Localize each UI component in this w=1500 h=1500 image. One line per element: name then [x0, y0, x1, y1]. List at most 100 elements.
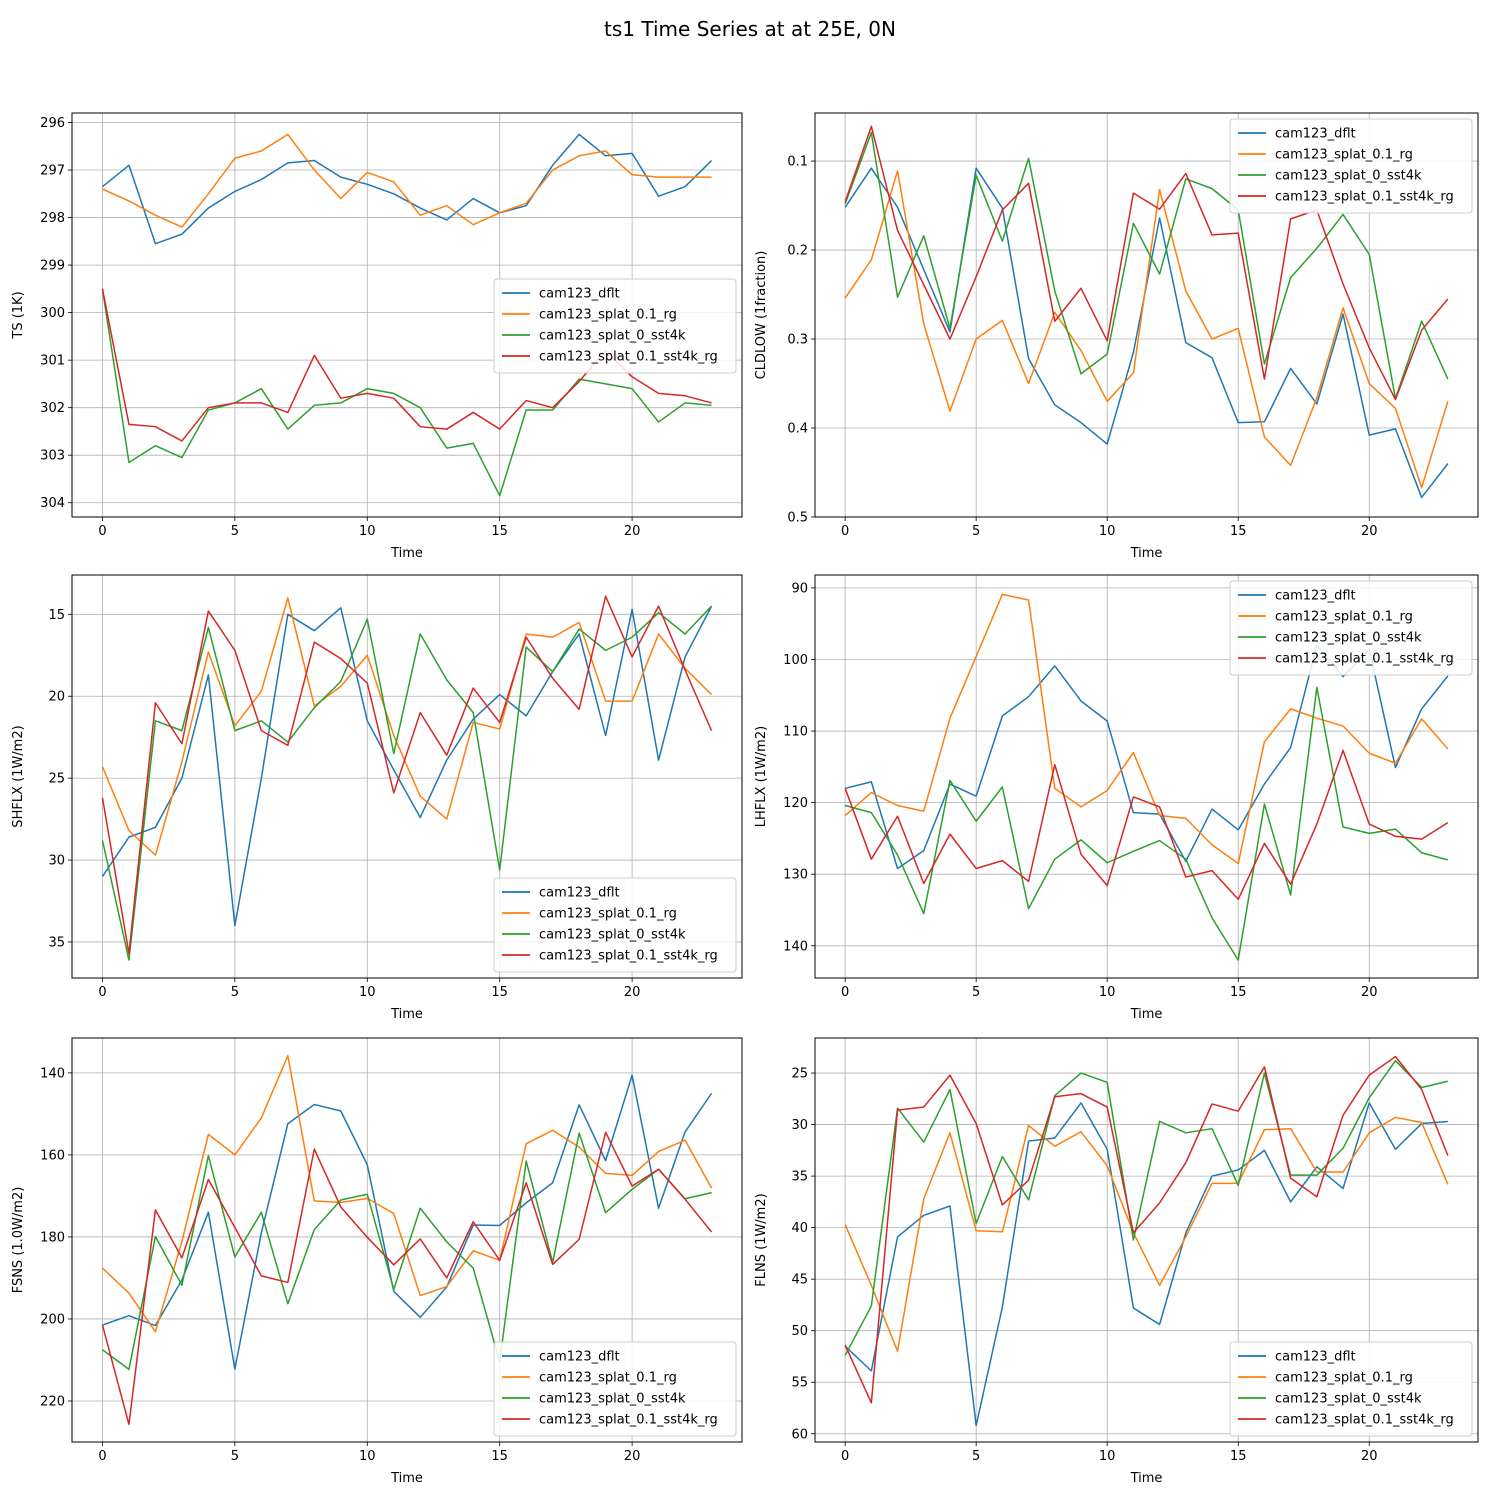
- cldlow-x-tick-label: 5: [972, 524, 980, 539]
- flns-x-tick-label: 5: [972, 1449, 980, 1464]
- fsns-series-line-cam123_splat_0_sst4k: [102, 1132, 712, 1371]
- cldlow-legend-label: cam123_splat_0_sst4k: [1275, 169, 1422, 184]
- shflx-y-tick-label: 35: [48, 935, 65, 950]
- fsns-legend-label: cam123_splat_0.1_sst4k_rg: [539, 1413, 718, 1428]
- shflx-legend-box: [493, 877, 737, 973]
- flns-legend-label: cam123_dflt: [1275, 1350, 1356, 1365]
- shflx-ylabel: SHFLX (1W/m2): [11, 725, 26, 827]
- fsns-xlabel: Time: [390, 1471, 423, 1486]
- cldlow-y-tick-label: 0.2: [787, 244, 808, 259]
- flns-chart: 0 5 10 15 20 25 30 35 40 45 50 55 60 Time FLNS (1W/m2)…: [754, 1037, 1479, 1486]
- shflx-series-line-cam123_splat_0_sst4k: [101, 605, 713, 961]
- ts-y-tick-label: 300: [40, 306, 65, 321]
- cldlow-series-line-cam123_splat_0.1_rg: [844, 170, 1449, 489]
- shflx-y-tick-label: 15: [48, 608, 65, 623]
- ts-y-tick-label: 297: [40, 164, 65, 179]
- shflx-y-tick-label: 30: [48, 854, 65, 869]
- fsns-chart: 0 5 10 15 20 140 160 180 200 220 Time FSNS (1.0W/m2…: [11, 1037, 743, 1486]
- ts-series-line-cam123_splat_0_sst4k: [101, 288, 712, 497]
- shflx-legend-label: cam123_splat_0.1_rg: [539, 907, 677, 922]
- ts-x-tick-label: 10: [359, 524, 376, 539]
- shflx-x-tick-label: 15: [491, 985, 508, 1000]
- ts-legend: cam123_dflt cam123_splat_0.1_rg cam123_spl…: [493, 278, 737, 374]
- shflx-legend: cam123_dflt cam123_splat_0.1_rg cam123_spl…: [493, 877, 737, 973]
- cldlow-x-tick-label: 20: [1361, 524, 1378, 539]
- ts-y-tick-label: 296: [40, 116, 65, 131]
- ts-axes-frame: [71, 112, 743, 518]
- fsns-y-tick-label: 220: [40, 1394, 65, 1409]
- ts-x-tick-label: 15: [491, 524, 508, 539]
- ts-x-tick-label: 5: [231, 524, 239, 539]
- lhflx-xlabel: Time: [1130, 1007, 1163, 1022]
- ts-xlabel: Time: [390, 546, 423, 561]
- cldlow-xlabel: Time: [1130, 546, 1163, 561]
- lhflx-legend-label: cam123_splat_0.1_rg: [1275, 610, 1413, 625]
- flns-legend-label: cam123_splat_0_sst4k: [1275, 1392, 1422, 1407]
- fsns-series-line-cam123_splat_0.1_rg: [101, 1054, 713, 1333]
- cldlow-x-tick-label: 15: [1230, 524, 1247, 539]
- lhflx-legend: cam123_dflt cam123_splat_0.1_rg cam123_spl…: [1229, 580, 1473, 676]
- shflx-series-line-cam123_splat_0.1_rg: [101, 597, 713, 856]
- flns-xlabel: Time: [1130, 1471, 1163, 1486]
- lhflx-x-tick-label: 5: [972, 985, 980, 1000]
- lhflx-y-tick-label: 120: [783, 796, 808, 811]
- lhflx-series-line-cam123_splat_0.1_rg: [844, 593, 1449, 865]
- shflx-axes-frame: [71, 574, 743, 979]
- shflx-xlabel: Time: [390, 1007, 423, 1022]
- fsns-legend-box: [493, 1341, 737, 1437]
- flns-y-tick-label: 45: [791, 1273, 808, 1288]
- lhflx-y-tick-label: 110: [783, 725, 808, 740]
- flns-y-tick-label: 40: [791, 1221, 808, 1236]
- fsns-x-tick-label: 20: [624, 1449, 641, 1464]
- shflx-x-tick-label: 10: [359, 985, 376, 1000]
- shflx-series-line-cam123_splat_0.1_sst4k_rg: [101, 595, 713, 955]
- flns-series-line-cam123_splat_0.1_rg: [844, 1116, 1449, 1353]
- flns-y-tick-label: 25: [791, 1067, 808, 1082]
- cldlow-series-line-cam123_splat_0.1_sst4k_rg: [844, 125, 1449, 401]
- ts-legend-label: cam123_dflt: [539, 287, 620, 302]
- ts-y-tick-label: 302: [40, 401, 65, 416]
- flns-y-tick-label: 60: [791, 1427, 808, 1442]
- lhflx-x-tick-label: 15: [1230, 985, 1247, 1000]
- lhflx-x-tick-label: 10: [1099, 985, 1116, 1000]
- flns-x-tick-label: 15: [1230, 1449, 1247, 1464]
- shflx-legend-label: cam123_dflt: [539, 886, 620, 901]
- cldlow-x-tick-label: 10: [1099, 524, 1116, 539]
- cldlow-legend-label: cam123_dflt: [1275, 127, 1356, 142]
- figure-title: ts1 Time Series at at 25E, 0N: [604, 17, 896, 41]
- cldlow-y-tick-label: 0.1: [787, 155, 808, 170]
- lhflx-x-tick-label: 0: [841, 985, 849, 1000]
- fsns-x-tick-label: 0: [98, 1449, 106, 1464]
- fsns-x-tick-label: 5: [231, 1449, 239, 1464]
- flns-x-tick-label: 0: [841, 1449, 849, 1464]
- ts-chart: 0 5 10 15 20 296 297 298 299 300 301 302 303 304 Time T…: [11, 112, 743, 561]
- ts-y-tick-label: 298: [40, 211, 65, 226]
- fsns-series-line-cam123_dflt: [102, 1074, 713, 1370]
- fsns-legend-label: cam123_splat_0.1_rg: [539, 1371, 677, 1386]
- cldlow-series-line-cam123_splat_0_sst4k: [844, 131, 1449, 400]
- fsns-legend-label: cam123_splat_0_sst4k: [539, 1392, 686, 1407]
- lhflx-legend-label: cam123_splat_0.1_sst4k_rg: [1275, 652, 1454, 667]
- ts-legend-label: cam123_splat_0.1_rg: [539, 308, 677, 323]
- flns-series-line-cam123_dflt: [844, 1102, 1448, 1427]
- shflx-series-line-cam123_dflt: [101, 605, 713, 927]
- lhflx-y-tick-label: 130: [783, 868, 808, 883]
- cldlow-y-tick-label: 0.5: [787, 511, 808, 526]
- flns-y-tick-label: 35: [791, 1170, 808, 1185]
- shflx-y-tick-label: 20: [48, 690, 65, 705]
- cldlow-axes-frame: [814, 112, 1479, 518]
- cldlow-legend-label: cam123_splat_0.1_rg: [1275, 148, 1413, 163]
- fsns-legend-label: cam123_dflt: [539, 1350, 620, 1365]
- lhflx-chart: 0 5 10 15 20 90 100 110 120 130 140 Time LHFLX (1W/m…: [754, 574, 1479, 1022]
- flns-legend: cam123_dflt cam123_splat_0.1_rg cam123_spl…: [1229, 1341, 1473, 1437]
- ts-x-tick-label: 20: [624, 524, 641, 539]
- flns-legend-label: cam123_splat_0.1_sst4k_rg: [1275, 1413, 1454, 1428]
- ts-y-tick-label: 304: [40, 496, 65, 511]
- ts-legend-label: cam123_splat_0_sst4k: [539, 329, 686, 344]
- ts-x-tick-label: 0: [98, 524, 106, 539]
- fsns-x-tick-label: 10: [359, 1449, 376, 1464]
- cldlow-legend: cam123_dflt cam123_splat_0.1_rg cam123_spl…: [1229, 118, 1473, 214]
- shflx-x-tick-label: 5: [231, 985, 239, 1000]
- cldlow-y-tick-label: 0.4: [787, 422, 808, 437]
